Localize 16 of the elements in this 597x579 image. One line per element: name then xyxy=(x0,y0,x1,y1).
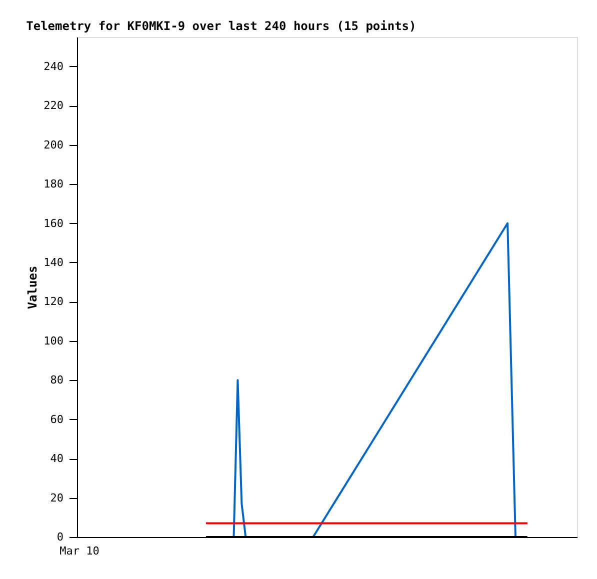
y-tick-label: 200 xyxy=(44,138,64,152)
y-tick-label: 220 xyxy=(44,99,64,112)
y-tick-label: 240 xyxy=(44,60,64,73)
chart-title: Telemetry for KF0MKI-9 over last 240 hours (15 points) xyxy=(26,19,416,33)
y-tick-label: 180 xyxy=(44,178,64,191)
y-tick-label: 120 xyxy=(44,295,64,308)
y-tick-label: 140 xyxy=(44,256,64,269)
y-tick-label: 100 xyxy=(44,334,64,348)
y-tick-label: 60 xyxy=(50,412,64,426)
x-tick-label: Mar 10 xyxy=(60,544,100,558)
y-tick-label: 80 xyxy=(50,374,64,387)
y-axis-title: Values xyxy=(26,266,40,310)
y-tick-label: 20 xyxy=(50,491,64,504)
y-tick-label: 40 xyxy=(50,452,64,466)
y-tick-label: 160 xyxy=(44,216,64,230)
y-tick-label: 0 xyxy=(56,530,64,544)
